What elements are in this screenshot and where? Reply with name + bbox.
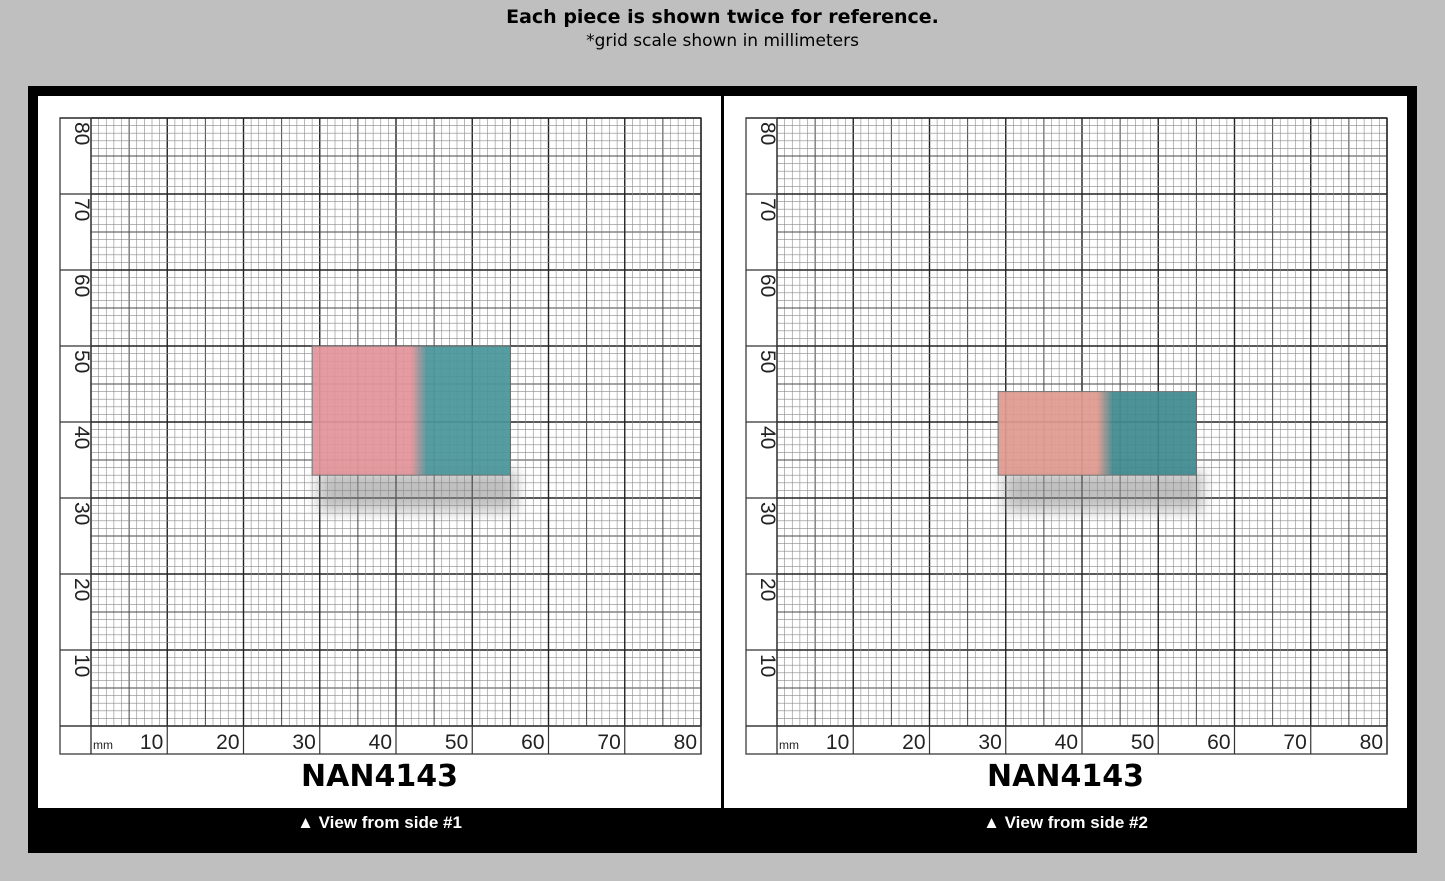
header-subtitle: *grid scale shown in millimeters [586,31,859,51]
x-tick-label: 80 [1360,731,1383,754]
x-tick-label: 50 [445,731,468,754]
y-tick-label: 40 [70,426,93,449]
specimen-piece [311,345,511,476]
x-tick-label: 70 [1283,731,1306,754]
x-tick-label: 70 [597,731,620,754]
panel-side-2: 10 20 30 40 50 60 70 80 10 20 30 40 50 60 70 80 mm NAN41… [724,96,1407,808]
unit-label: mm [93,738,113,752]
y-tick-label: 10 [70,654,93,677]
image-frame: 10 20 30 40 50 60 70 80 10 20 30 40 50 60 70 80 mm NAN41… [28,86,1417,853]
y-tick-label: 10 [756,654,779,677]
x-tick-label: 20 [216,731,239,754]
x-tick-label: 30 [978,731,1001,754]
header-title: Each piece is shown twice for reference. [506,6,939,28]
piece-shadow [1004,471,1203,512]
sample-id-label: NAN4143 [987,759,1144,794]
x-tick-label: 10 [826,731,849,754]
page-header: Each piece is shown twice for reference.… [0,4,1445,52]
y-tick-label: 60 [70,274,93,297]
y-tick-label: 30 [756,502,779,525]
specimen-piece [997,391,1197,476]
caption-side-2: ▲ View from side #2 [983,813,1148,832]
caption-side-1: ▲ View from side #1 [297,813,462,832]
x-tick-label: 30 [292,731,315,754]
y-tick-label: 40 [756,426,779,449]
mm-grid-side-1: 10 20 30 40 50 60 70 80 10 20 30 40 50 60 70 80 mm [59,117,702,755]
y-tick-label: 70 [756,198,779,221]
y-tick-label: 50 [756,350,779,373]
y-tick-label: 80 [70,122,93,145]
x-tick-label: 20 [902,731,925,754]
x-tick-label: 10 [140,731,163,754]
sample-id-label: NAN4143 [301,759,458,794]
y-tick-label: 20 [756,578,779,601]
y-tick-label: 60 [756,274,779,297]
y-tick-label: 50 [70,350,93,373]
mm-grid-side-2: 10 20 30 40 50 60 70 80 10 20 30 40 50 60 70 80 mm [745,117,1388,755]
x-tick-label: 60 [521,731,544,754]
x-tick-label: 40 [369,731,392,754]
x-tick-label: 80 [674,731,697,754]
y-tick-label: 80 [756,122,779,145]
piece-shadow [318,471,517,512]
y-tick-label: 20 [70,578,93,601]
unit-label: mm [779,738,799,752]
y-tick-label: 30 [70,502,93,525]
y-tick-label: 70 [70,198,93,221]
x-tick-label: 40 [1055,731,1078,754]
x-tick-label: 60 [1207,731,1230,754]
x-tick-label: 50 [1131,731,1154,754]
panel-side-1: 10 20 30 40 50 60 70 80 10 20 30 40 50 60 70 80 mm NAN41… [38,96,721,808]
